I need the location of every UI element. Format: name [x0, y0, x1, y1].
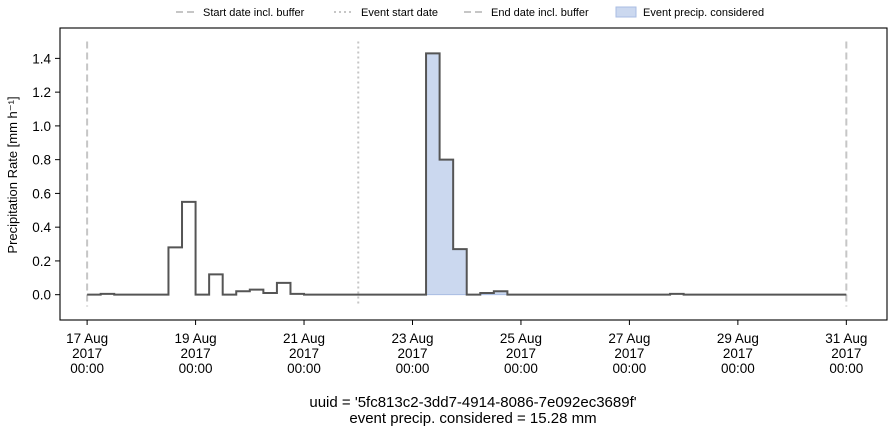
y-axis: 0.0 0.2 0.4 0.6 0.8 1.0 1.2 1.4: [32, 51, 60, 303]
plot-frame: [59, 27, 888, 321]
x-tick-label: 2017: [831, 346, 861, 361]
x-tick-label: 2017: [614, 346, 644, 361]
legend-label: End date incl. buffer: [491, 7, 589, 19]
x-tick-label: 00:00: [179, 361, 213, 376]
x-tick-label: 17 Aug: [66, 331, 108, 346]
x-tick-label: 19 Aug: [175, 331, 217, 346]
x-tick-label: 2017: [723, 346, 753, 361]
legend-label: Start date incl. buffer: [203, 7, 305, 19]
legend: Start date incl. buffer Event start date E…: [176, 6, 764, 19]
y-tick-label: 1.4: [32, 51, 51, 66]
x-tick-label: 2017: [506, 346, 536, 361]
x-tick-label: 2017: [72, 346, 102, 361]
series-layer: [87, 52, 847, 296]
y-tick-label: 0.4: [32, 220, 51, 235]
x-tick-label: 00:00: [396, 361, 430, 376]
y-tick-label: 0.2: [32, 254, 51, 269]
vline-layer: [86, 41, 848, 307]
x-tick-label: 2017: [181, 346, 211, 361]
legend-label: Event precip. considered: [643, 7, 764, 19]
x-tick-label: 25 Aug: [500, 331, 542, 346]
y-tick-label: 0.6: [32, 186, 51, 201]
x-tick-label: 27 Aug: [608, 331, 650, 346]
x-tick-label: 29 Aug: [717, 331, 759, 346]
x-tick-label: 23 Aug: [391, 331, 433, 346]
y-tick-label: 0.0: [32, 288, 51, 303]
y-tick-label: 1.2: [32, 85, 51, 100]
x-tick-label: 00:00: [70, 361, 104, 376]
legend-swatch-fill: [615, 6, 637, 18]
x-tick-label: 2017: [289, 346, 319, 361]
y-tick-label: 1.0: [32, 119, 51, 134]
x-tick-label: 00:00: [287, 361, 321, 376]
x-tick-label: 21 Aug: [283, 331, 325, 346]
x-tick-label: 2017: [397, 346, 427, 361]
caption-uuid: uuid = '5fc813c2-3dd7-4914-8086-7e092ec3…: [309, 394, 636, 411]
caption-precip-total: event precip. considered = 15.28 mm: [349, 410, 596, 427]
x-tick-label: 00:00: [829, 361, 863, 376]
y-tick-label: 0.8: [32, 153, 51, 168]
precip-step-line: [87, 52, 847, 296]
x-tick-label: 00:00: [504, 361, 538, 376]
y-axis-label: Precipitation Rate [mm h⁻¹]: [5, 96, 20, 253]
x-tick-label: 31 Aug: [825, 331, 867, 346]
legend-label: Event start date: [361, 7, 438, 19]
x-tick-label: 00:00: [613, 361, 647, 376]
x-tick-label: 00:00: [721, 361, 755, 376]
